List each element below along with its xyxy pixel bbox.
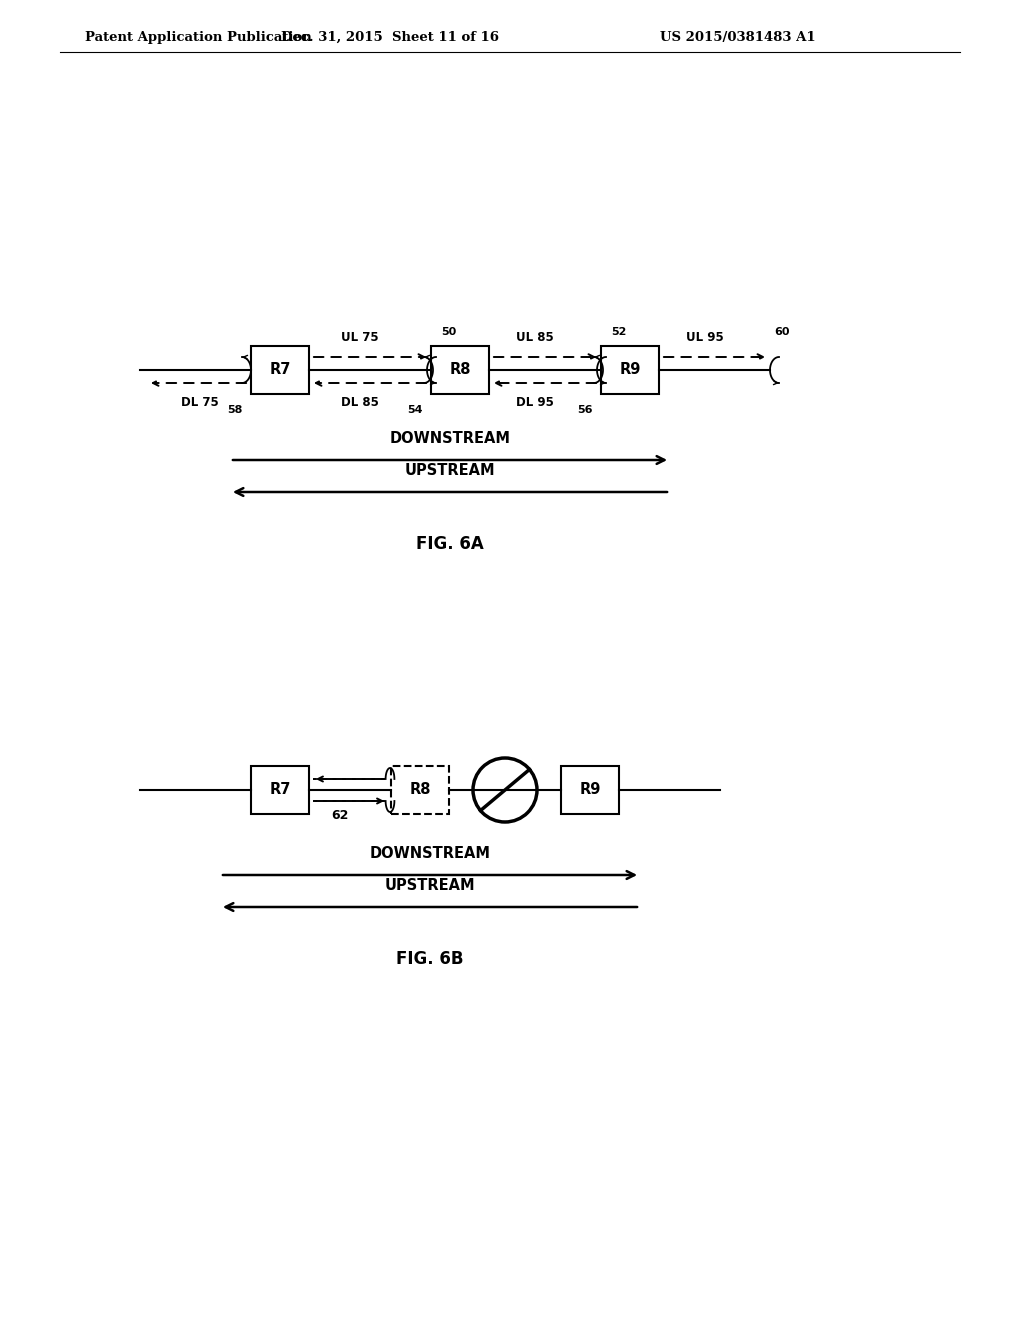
Text: DOWNSTREAM: DOWNSTREAM <box>370 846 490 861</box>
Text: 52: 52 <box>611 327 627 337</box>
Text: DOWNSTREAM: DOWNSTREAM <box>389 432 511 446</box>
Text: R8: R8 <box>450 363 471 378</box>
Text: UL 95: UL 95 <box>686 331 723 345</box>
Text: 54: 54 <box>408 405 423 414</box>
Text: Patent Application Publication: Patent Application Publication <box>85 30 311 44</box>
Text: Dec. 31, 2015  Sheet 11 of 16: Dec. 31, 2015 Sheet 11 of 16 <box>281 30 499 44</box>
Text: UPSTREAM: UPSTREAM <box>385 878 475 894</box>
Text: 50: 50 <box>441 327 457 337</box>
Text: 60: 60 <box>774 327 790 337</box>
Text: UL 75: UL 75 <box>341 331 379 345</box>
Text: R9: R9 <box>620 363 641 378</box>
FancyBboxPatch shape <box>251 346 309 393</box>
Text: UL 85: UL 85 <box>516 331 554 345</box>
Text: US 2015/0381483 A1: US 2015/0381483 A1 <box>660 30 816 44</box>
Circle shape <box>473 758 537 822</box>
FancyBboxPatch shape <box>601 346 659 393</box>
Text: 58: 58 <box>227 405 243 414</box>
FancyBboxPatch shape <box>431 346 489 393</box>
Text: DL 75: DL 75 <box>180 396 218 409</box>
FancyBboxPatch shape <box>391 766 449 814</box>
Text: R8: R8 <box>410 783 431 797</box>
Text: FIG. 6B: FIG. 6B <box>396 950 464 968</box>
Text: DL 95: DL 95 <box>516 396 554 409</box>
FancyBboxPatch shape <box>561 766 618 814</box>
FancyBboxPatch shape <box>251 766 309 814</box>
Text: R7: R7 <box>269 363 291 378</box>
Text: DL 85: DL 85 <box>341 396 379 409</box>
Text: UPSTREAM: UPSTREAM <box>404 463 496 478</box>
Text: R9: R9 <box>580 783 601 797</box>
Text: 62: 62 <box>332 809 349 822</box>
Text: FIG. 6A: FIG. 6A <box>416 535 484 553</box>
Text: 56: 56 <box>578 405 593 414</box>
Text: R7: R7 <box>269 783 291 797</box>
